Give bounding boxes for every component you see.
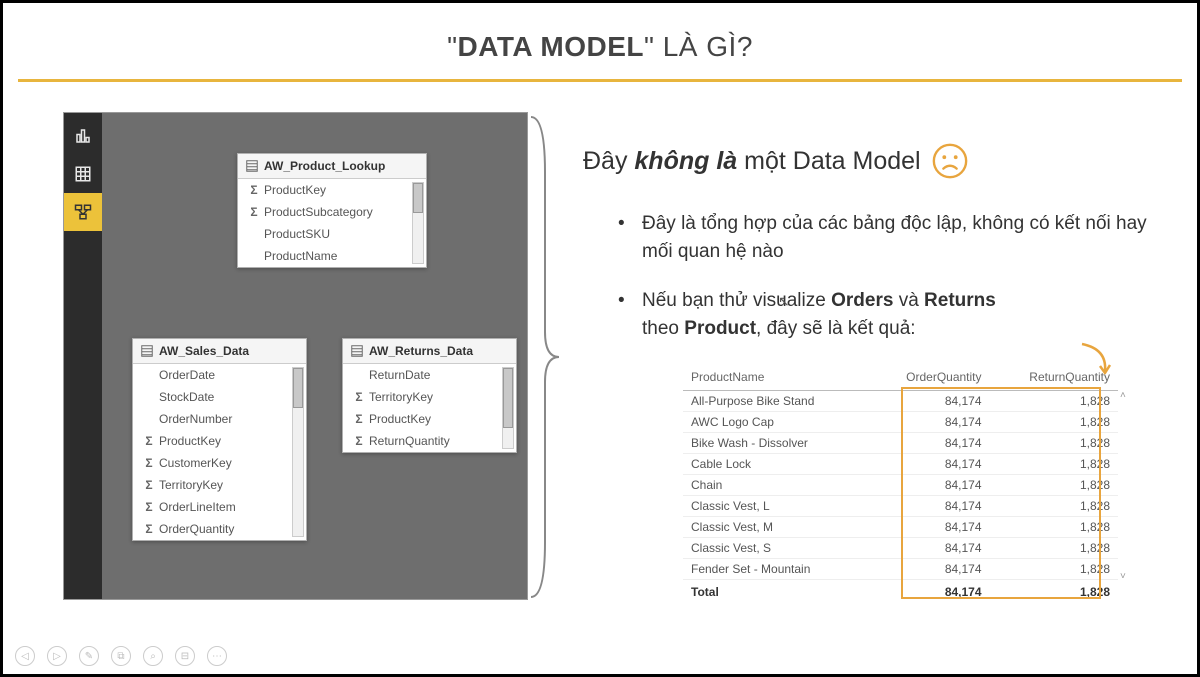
field-item[interactable]: OrderNumber: [133, 408, 306, 430]
table-row[interactable]: Bike Wash - Dissolver84,1741,828: [683, 433, 1118, 454]
b2-returns: Returns: [924, 290, 996, 311]
result-body: All-Purpose Bike Stand84,1741,828AWC Log…: [683, 391, 1118, 603]
field-list: OrderDateStockDateOrderNumberΣProductKey…: [133, 364, 306, 540]
table-header[interactable]: AW_Product_Lookup: [238, 154, 426, 179]
bullet-1: Đây là tổng hợp của các bảng độc lập, kh…: [618, 210, 1167, 265]
b2-pre: Nếu bạn thử visualize: [642, 290, 831, 311]
scroll-down-icon[interactable]: ˅: [1120, 571, 1132, 582]
title-rest: LÀ GÌ?: [654, 31, 752, 62]
field-item[interactable]: ProductName: [238, 245, 426, 267]
explanation-column: Đây không là một Data Model Đây là tổng …: [563, 112, 1167, 602]
field-item[interactable]: ΣOrderLineItem: [133, 496, 306, 518]
result-header-row: ProductName OrderQuantity ReturnQuantity: [683, 364, 1118, 391]
slide-control-5[interactable]: ⊟: [175, 646, 195, 666]
b2-mid: và: [893, 290, 924, 311]
field-item[interactable]: ΣProductSubcategory: [238, 201, 426, 223]
slide-controls: ◁ ▷ ✎ ⧉ ⌕ ⊟ ⋯: [15, 646, 227, 666]
slide-control-1[interactable]: ▷: [47, 646, 67, 666]
table-scrollbar[interactable]: ˄ ˅: [1120, 390, 1132, 582]
table-row[interactable]: Fender Set - Mountain84,1741,828: [683, 559, 1118, 580]
curly-brace-icon: [523, 112, 563, 602]
b2-orders: Orders: [831, 290, 893, 311]
result-table-wrap: ProductName OrderQuantity ReturnQuantity…: [683, 364, 1118, 602]
headline-text: Đây không là một Data Model: [583, 147, 921, 176]
table-card-returns[interactable]: AW_Returns_DataReturnDateΣTerritoryKeyΣP…: [342, 338, 517, 453]
powerbi-model-panel: AW_Product_LookupΣProductKeyΣProductSubc…: [63, 112, 528, 600]
nav-data-icon[interactable]: [64, 155, 102, 193]
field-item[interactable]: StockDate: [133, 386, 306, 408]
headline-pre: Đây: [583, 147, 634, 175]
field-item[interactable]: ΣTerritoryKey: [133, 474, 306, 496]
card-scrollbar[interactable]: [412, 182, 424, 264]
sad-face-icon: [931, 142, 969, 180]
result-table: ProductName OrderQuantity ReturnQuantity…: [683, 364, 1118, 602]
table-row[interactable]: Cable Lock84,1741,828: [683, 454, 1118, 475]
title-bold: DATA MODEL: [458, 31, 644, 62]
scroll-up-icon[interactable]: ˄: [1120, 390, 1132, 401]
col-product[interactable]: ProductName: [683, 364, 868, 391]
table-card-product[interactable]: AW_Product_LookupΣProductKeyΣProductSubc…: [237, 153, 427, 268]
table-row[interactable]: Chain84,1741,828: [683, 475, 1118, 496]
nav-report-icon[interactable]: [64, 117, 102, 155]
table-header[interactable]: AW_Returns_Data: [343, 339, 516, 364]
headline: Đây không là một Data Model: [583, 142, 1167, 180]
slide-control-4[interactable]: ⌕: [143, 646, 163, 666]
nav-model-icon[interactable]: [64, 193, 102, 231]
card-scrollbar[interactable]: [502, 367, 514, 449]
field-item[interactable]: ReturnDate: [343, 364, 516, 386]
table-card-sales[interactable]: AW_Sales_DataOrderDateStockDateOrderNumb…: [132, 338, 307, 541]
slide-control-3[interactable]: ⧉: [111, 646, 131, 666]
field-item[interactable]: ΣProductKey: [343, 408, 516, 430]
slide-control-6[interactable]: ⋯: [207, 646, 227, 666]
b2-l2-pre: theo: [642, 318, 684, 339]
b2-product: Product: [684, 318, 756, 339]
field-item[interactable]: ΣProductKey: [133, 430, 306, 452]
field-list: ΣProductKeyΣProductSubcategoryProductSKU…: [238, 179, 426, 267]
field-item[interactable]: ProductSKU: [238, 223, 426, 245]
table-row[interactable]: Classic Vest, L84,1741,828: [683, 496, 1118, 517]
headline-emph: không là: [634, 147, 737, 175]
field-item[interactable]: OrderDate: [133, 364, 306, 386]
field-list: ReturnDateΣTerritoryKeyΣProductKeyΣRetur…: [343, 364, 516, 452]
table-row[interactable]: AWC Logo Cap84,1741,828: [683, 412, 1118, 433]
field-item[interactable]: ΣReturnQuantity: [343, 430, 516, 452]
field-item[interactable]: ΣTerritoryKey: [343, 386, 516, 408]
table-row[interactable]: Classic Vest, M84,1741,828: [683, 517, 1118, 538]
col-orderqty[interactable]: OrderQuantity: [868, 364, 989, 391]
table-header[interactable]: AW_Sales_Data: [133, 339, 306, 364]
slide-title-area: "DATA MODEL" LÀ GÌ?: [3, 3, 1197, 73]
bullet-2: Nếu bạn thử visualize Orders và Returns …: [618, 287, 1167, 342]
headline-post: một Data Model: [737, 147, 920, 175]
powerbi-nav-sidebar: [64, 113, 102, 599]
slide-control-2[interactable]: ✎: [79, 646, 99, 666]
b2-l2-post: , đây sẽ là kết quả:: [756, 318, 916, 339]
table-row[interactable]: All-Purpose Bike Stand84,1741,828: [683, 391, 1118, 412]
table-total-row: Total84,1741,828: [683, 580, 1118, 603]
slide-title: "DATA MODEL" LÀ GÌ?: [3, 31, 1197, 63]
field-item[interactable]: ΣCustomerKey: [133, 452, 306, 474]
model-canvas[interactable]: AW_Product_LookupΣProductKeyΣProductSubc…: [102, 113, 527, 599]
col-returnqty[interactable]: ReturnQuantity: [990, 364, 1118, 391]
field-item[interactable]: ΣOrderQuantity: [133, 518, 306, 540]
table-row[interactable]: Classic Vest, S84,1741,828: [683, 538, 1118, 559]
bullet-list: Đây là tổng hợp của các bảng độc lập, kh…: [583, 210, 1167, 342]
content-row: AW_Product_LookupΣProductKeyΣProductSubc…: [3, 82, 1197, 602]
field-item[interactable]: ΣProductKey: [238, 179, 426, 201]
card-scrollbar[interactable]: [292, 367, 304, 537]
slide-control-0[interactable]: ◁: [15, 646, 35, 666]
cursor-icon: ↖: [778, 293, 790, 310]
